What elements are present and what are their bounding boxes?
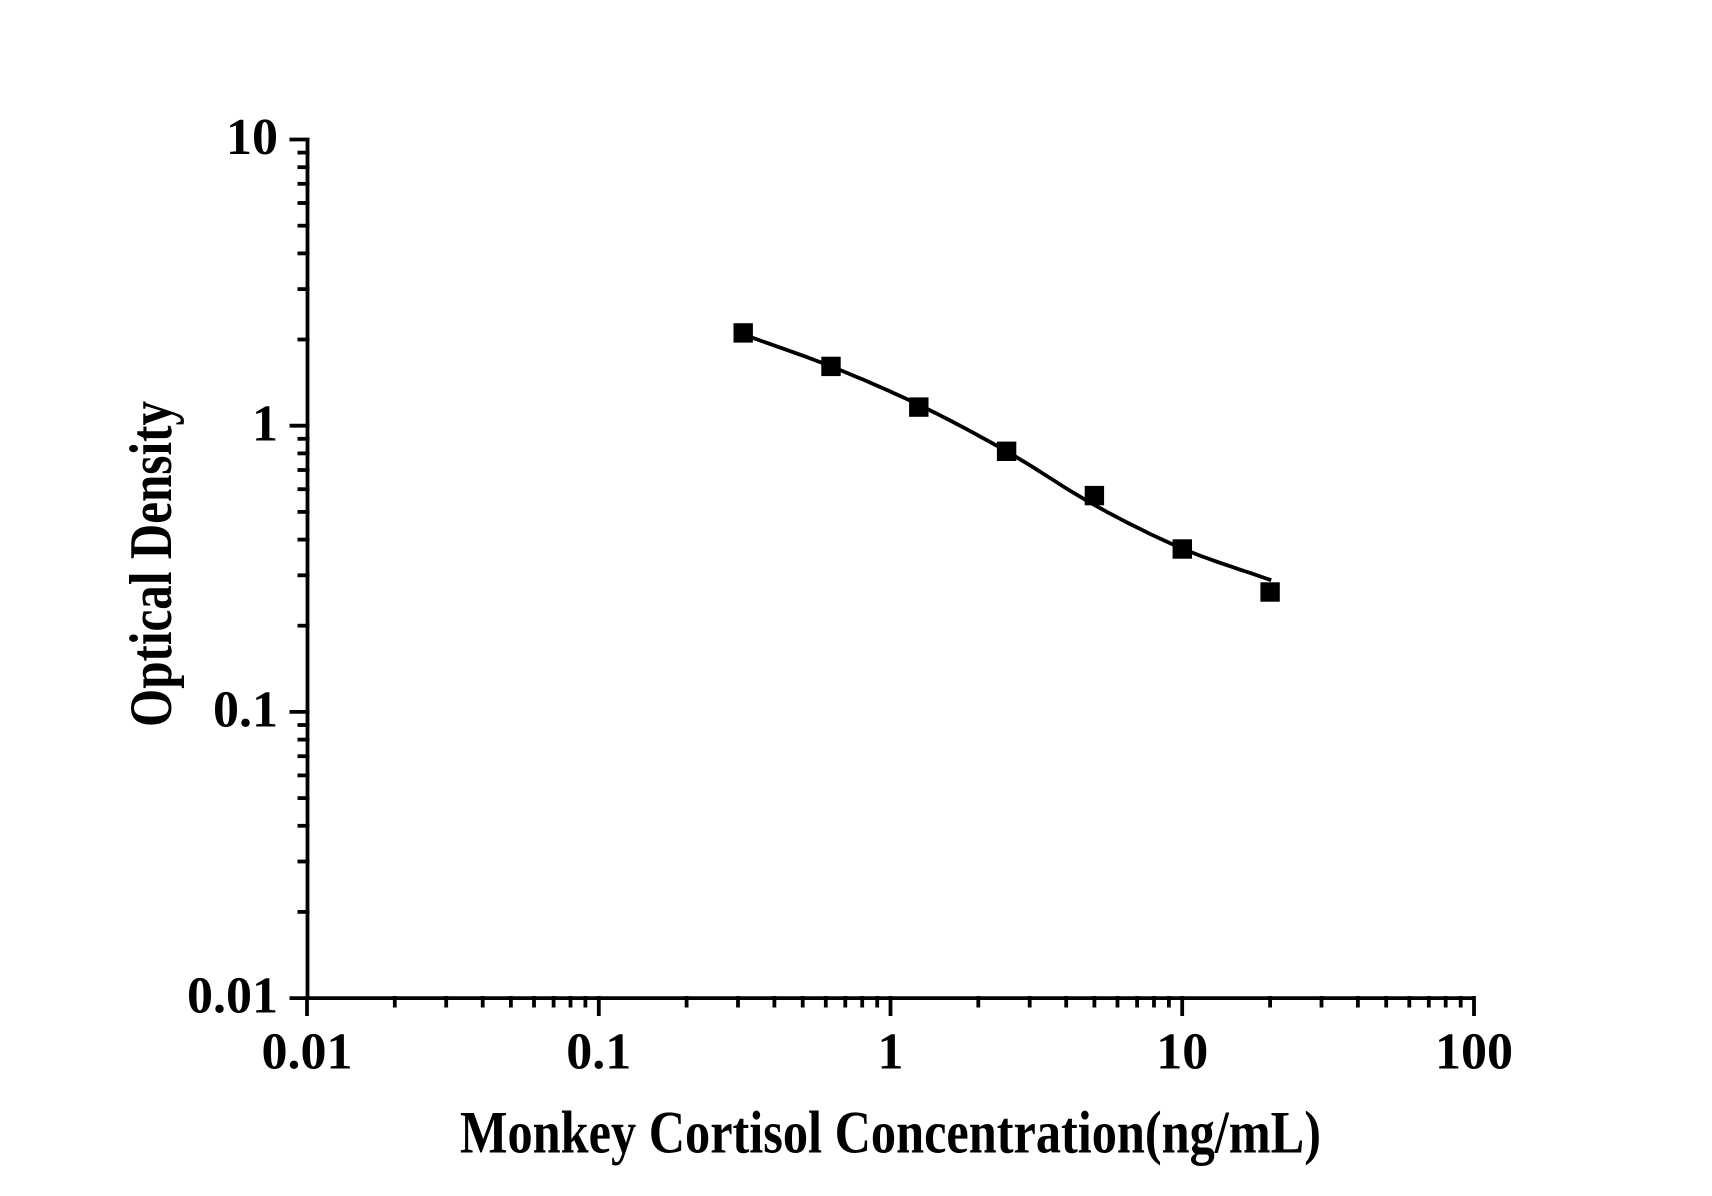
svg-text:0.1: 0.1 (566, 1024, 631, 1081)
svg-text:0.01: 0.01 (187, 968, 278, 1025)
svg-text:10: 10 (226, 109, 278, 166)
svg-text:1: 1 (252, 395, 278, 452)
svg-text:10: 10 (1156, 1024, 1208, 1081)
svg-text:1: 1 (878, 1024, 904, 1081)
svg-text:0.1: 0.1 (213, 682, 278, 739)
svg-text:0.01: 0.01 (262, 1024, 353, 1081)
svg-text:Optical Density: Optical Density (118, 401, 184, 727)
svg-text:Monkey Cortisol Concentration(: Monkey Cortisol Concentration(ng/mL) (460, 1100, 1321, 1166)
svg-text:100: 100 (1435, 1024, 1513, 1081)
